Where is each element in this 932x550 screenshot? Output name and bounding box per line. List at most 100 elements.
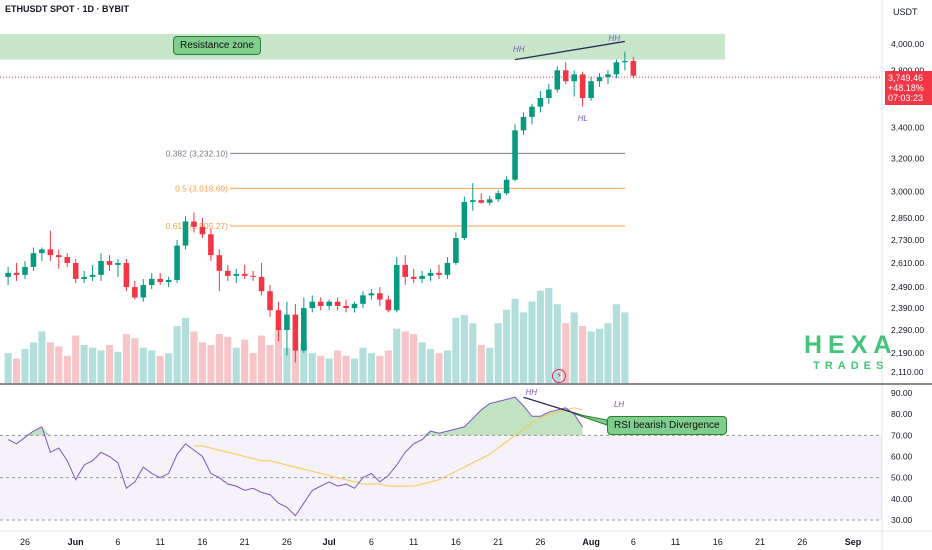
candle-body xyxy=(410,276,417,279)
candle-body xyxy=(115,262,121,265)
volume-bar xyxy=(325,358,333,383)
candle-body xyxy=(182,221,189,246)
symbol-title[interactable]: ETHUSDT SPOT · 1D · BYBIT xyxy=(5,4,130,14)
candle-body xyxy=(360,295,366,304)
currency-label[interactable]: USDT xyxy=(893,7,918,17)
candle-body xyxy=(132,287,138,298)
volume-bar xyxy=(477,345,485,383)
time-tick-label: 6 xyxy=(631,537,636,547)
rsi-tick-label: 30.00 xyxy=(891,515,913,525)
volume-bar xyxy=(63,355,71,383)
volume-bar xyxy=(80,345,88,383)
price-tick-label: 3,800.00 xyxy=(891,65,924,75)
volume-bar xyxy=(511,298,519,383)
candle-body xyxy=(208,234,214,256)
volume-bar xyxy=(587,331,595,383)
candle-body xyxy=(520,116,527,131)
candle-body xyxy=(393,264,400,311)
rsi-hh-label: HH xyxy=(525,388,537,397)
volume-bar xyxy=(181,317,190,383)
volume-bar xyxy=(72,335,80,383)
price-tick-label: 2,610.00 xyxy=(891,258,924,268)
volume-bar xyxy=(97,350,105,383)
candle-body xyxy=(554,70,561,90)
time-tick-label: 16 xyxy=(197,537,207,547)
candle-body xyxy=(39,249,45,254)
time-tick-label: Jun xyxy=(68,537,84,547)
candle-body xyxy=(284,314,290,331)
time-tick-label: 6 xyxy=(369,537,374,547)
volume-bar xyxy=(156,355,164,383)
candle-body xyxy=(72,262,79,279)
volume-bar xyxy=(274,328,283,383)
price-tick-label: 2,290.00 xyxy=(891,325,924,335)
candle-body xyxy=(250,275,256,277)
candle-body xyxy=(579,74,586,99)
volume-bar xyxy=(232,347,240,383)
volume-bar xyxy=(13,358,21,383)
volume-bar xyxy=(317,355,325,383)
volume-bar xyxy=(528,301,536,383)
hh-label-2: HH xyxy=(608,34,620,43)
volume-bar xyxy=(570,312,578,383)
fib-label-2: 0.618 (2,805.27) xyxy=(166,221,229,231)
time-tick-label: 21 xyxy=(755,537,765,547)
candle-body xyxy=(191,221,197,227)
volume-bar xyxy=(258,335,266,383)
price-tick-label: 2,730.00 xyxy=(891,235,924,245)
rsi-line xyxy=(7,396,584,517)
candle-body xyxy=(402,264,408,277)
volume-bar xyxy=(393,328,401,383)
time-tick-label: 16 xyxy=(713,537,723,547)
last-price-tag: 3,749.46 +48.18% 07:03:23 xyxy=(885,71,932,105)
rsi-tick-label: 60.00 xyxy=(891,452,913,462)
hexa-trades-logo: HEXA TRADES xyxy=(804,332,897,372)
flash-icon[interactable]: ⚡ xyxy=(552,369,566,383)
candle-body xyxy=(537,98,544,107)
candle-body xyxy=(47,249,54,256)
candle-body xyxy=(453,238,459,263)
candle-body xyxy=(13,272,20,275)
volume-bar xyxy=(131,338,139,383)
resistance-zone-callout[interactable]: Resistance zone xyxy=(173,36,261,55)
candle-body xyxy=(301,308,307,351)
volume-bar xyxy=(224,336,232,383)
candle-body xyxy=(503,179,510,194)
volume-bar xyxy=(122,334,130,383)
volume-bar xyxy=(283,347,291,383)
candle-body xyxy=(343,305,349,309)
resistance-zone xyxy=(0,33,725,60)
volume-bar xyxy=(308,353,316,383)
bar-countdown: 07:03:23 xyxy=(888,93,924,103)
last-price: 3,749.46 xyxy=(888,73,924,83)
candle-body xyxy=(419,275,425,279)
candle-body xyxy=(495,193,501,200)
logo-line2: TRADES xyxy=(813,360,889,372)
rsi-divergence-callout[interactable]: RSI bearish Divergence xyxy=(607,416,727,435)
rsi-tick-label: 90.00 xyxy=(891,388,913,398)
volume-bar xyxy=(612,304,620,383)
price-tick-label: 2,390.00 xyxy=(891,303,924,313)
volume-bar xyxy=(46,342,54,383)
price-tick-label: 2,490.00 xyxy=(891,282,924,292)
candle-body xyxy=(588,81,594,99)
volume-bar xyxy=(621,312,629,383)
time-tick-label: 21 xyxy=(493,537,503,547)
candle-body xyxy=(22,266,28,275)
volume-bar xyxy=(443,350,451,383)
candle-body xyxy=(157,278,163,282)
candle-body xyxy=(174,245,180,280)
candle-body xyxy=(571,74,577,82)
volume-bar xyxy=(401,331,409,383)
volume-bar xyxy=(249,353,257,383)
volume-bar xyxy=(545,288,553,383)
volume-bar xyxy=(89,347,97,383)
candle-body xyxy=(309,301,316,309)
volume-bar xyxy=(452,317,460,383)
volume-bar xyxy=(427,349,435,383)
time-tick-label: 26 xyxy=(535,537,545,547)
volume-bar xyxy=(410,334,418,383)
volume-bar xyxy=(266,345,274,383)
